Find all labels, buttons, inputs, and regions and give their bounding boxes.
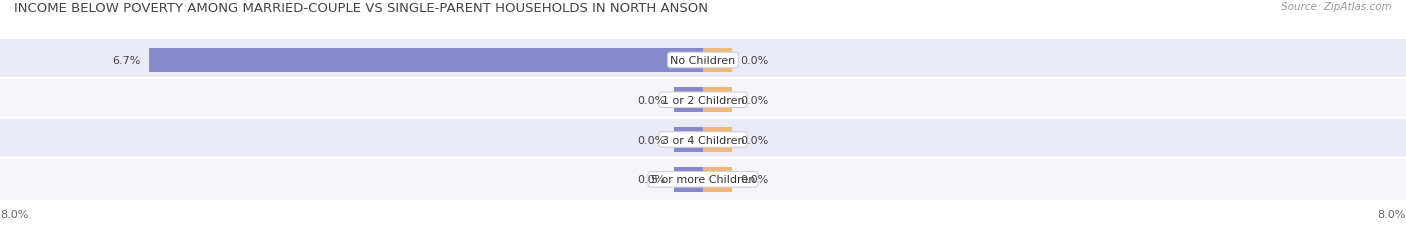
Bar <box>149 49 703 73</box>
Bar <box>703 167 733 192</box>
Text: 0.0%: 0.0% <box>740 175 769 185</box>
Text: 0.0%: 0.0% <box>637 135 666 145</box>
Text: 3 or 4 Children: 3 or 4 Children <box>662 135 744 145</box>
Bar <box>673 128 703 152</box>
Bar <box>703 88 733 112</box>
Text: 0.0%: 0.0% <box>740 135 769 145</box>
Text: No Children: No Children <box>671 56 735 66</box>
Bar <box>673 88 703 112</box>
FancyBboxPatch shape <box>0 39 1406 82</box>
Text: 1 or 2 Children: 1 or 2 Children <box>662 95 744 105</box>
Text: 0.0%: 0.0% <box>637 175 666 185</box>
Bar <box>703 49 733 73</box>
Text: 0.0%: 0.0% <box>740 95 769 105</box>
FancyBboxPatch shape <box>0 118 1406 162</box>
Text: 6.7%: 6.7% <box>112 56 141 66</box>
Text: Source: ZipAtlas.com: Source: ZipAtlas.com <box>1281 2 1392 12</box>
Bar <box>703 128 733 152</box>
FancyBboxPatch shape <box>0 79 1406 122</box>
Text: 0.0%: 0.0% <box>740 56 769 66</box>
Bar <box>673 167 703 192</box>
Text: 5 or more Children: 5 or more Children <box>651 175 755 185</box>
Text: 0.0%: 0.0% <box>637 95 666 105</box>
Text: 8.0%: 8.0% <box>0 209 28 219</box>
Text: 8.0%: 8.0% <box>1378 209 1406 219</box>
Text: INCOME BELOW POVERTY AMONG MARRIED-COUPLE VS SINGLE-PARENT HOUSEHOLDS IN NORTH A: INCOME BELOW POVERTY AMONG MARRIED-COUPL… <box>14 2 709 15</box>
FancyBboxPatch shape <box>0 158 1406 201</box>
